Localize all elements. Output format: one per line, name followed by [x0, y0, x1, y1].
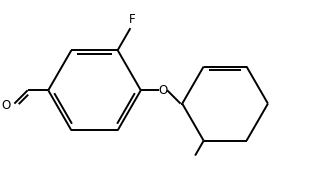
Text: F: F [128, 13, 135, 26]
Text: O: O [158, 84, 167, 97]
Text: O: O [1, 99, 10, 112]
